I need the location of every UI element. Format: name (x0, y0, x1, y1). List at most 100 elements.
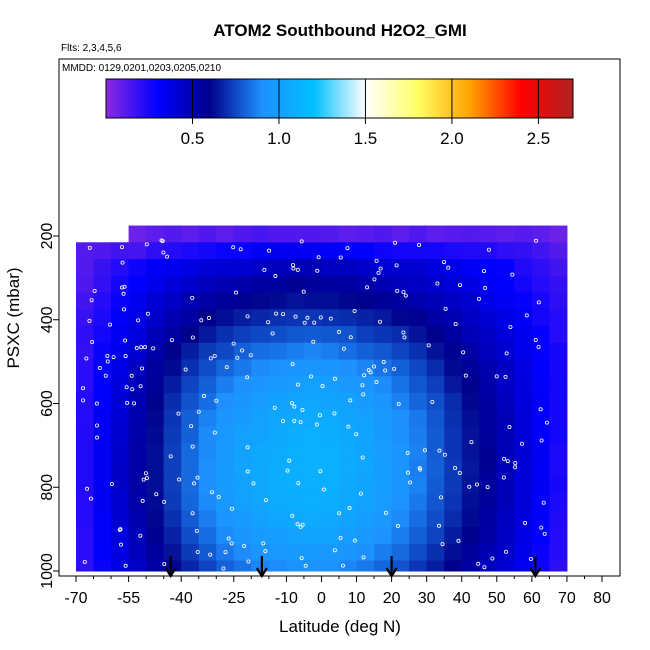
heatmap-cell (286, 476, 305, 495)
sample-dot (453, 466, 458, 471)
sample-dot (138, 384, 143, 389)
heatmap-cell (76, 275, 95, 294)
sample-dot (524, 313, 529, 318)
sample-dot (337, 511, 342, 516)
heatmap-cell (514, 259, 533, 277)
heatmap-cell (268, 259, 287, 277)
heatmap-cell (163, 426, 182, 444)
heatmap-cell (444, 510, 463, 528)
heatmap-cell (391, 359, 410, 377)
heatmap-cell (374, 510, 393, 528)
heatmap-cell (163, 309, 182, 327)
heatmap-cell (426, 242, 445, 260)
heatmap-cell (128, 242, 147, 260)
heatmap-cell (303, 460, 322, 478)
heatmap-cell (391, 242, 410, 260)
heatmap-cell (444, 543, 463, 562)
heatmap-cell (251, 476, 270, 495)
heatmap-cell (444, 476, 463, 495)
heatmap-cell (374, 342, 393, 361)
heatmap-cell (479, 560, 498, 572)
heatmap-cell (409, 426, 428, 444)
sample-dot (362, 373, 367, 378)
heatmap-cell (461, 476, 480, 495)
sample-dot (123, 563, 128, 568)
sample-dot (332, 411, 337, 416)
heatmap-cell (233, 493, 252, 511)
heatmap-cell (181, 443, 200, 461)
heatmap-cell (496, 225, 515, 243)
heatmap-cell (93, 493, 112, 511)
sample-dot (361, 392, 366, 397)
heatmap-cell (146, 426, 165, 444)
sample-dot (346, 424, 351, 429)
sample-dot (436, 523, 441, 528)
sample-dot (151, 346, 156, 351)
heatmap-cell (339, 292, 358, 310)
sample-dot (317, 413, 322, 418)
heatmap-cell (303, 543, 322, 562)
heatmap-cell (111, 560, 130, 572)
heatmap-cell (321, 510, 340, 528)
heatmap-cell (391, 326, 410, 344)
heatmap-cell (409, 493, 428, 511)
heatmap-cell (339, 493, 358, 511)
heatmap-cell (93, 309, 112, 327)
heatmap-cell (549, 527, 568, 545)
heatmap-cell (216, 543, 235, 562)
heatmap-cell (426, 527, 445, 545)
heatmap-cell (321, 342, 340, 361)
x-tick-label: -40 (170, 590, 193, 607)
heatmap-cell (321, 460, 340, 478)
heatmap-cell (409, 359, 428, 377)
sample-dot (199, 318, 204, 323)
sample-dot (190, 511, 195, 516)
heatmap-cell (163, 359, 182, 377)
heatmap-cell (426, 326, 445, 344)
sample-dot (88, 496, 93, 501)
heatmap-cell (286, 259, 305, 277)
heatmap-cell (163, 275, 182, 294)
heatmap-cell (146, 443, 165, 461)
heatmap-cell (479, 527, 498, 545)
x-tick-label: 20 (383, 590, 401, 607)
heatmap-cell (128, 560, 147, 572)
heatmap-cell (514, 225, 533, 243)
heatmap-cell (356, 342, 375, 361)
sample-dot (395, 524, 400, 529)
sample-dot (298, 420, 303, 425)
sample-dot (245, 445, 250, 450)
heatmap-cell (251, 259, 270, 277)
sample-dot (242, 543, 247, 548)
heatmap-cell (146, 326, 165, 344)
heatmap-cell (339, 309, 358, 327)
heatmap-cell (321, 309, 340, 327)
sample-dot (231, 341, 236, 346)
heatmap-cell (339, 426, 358, 444)
sample-dot (467, 484, 472, 489)
sample-dot (103, 373, 108, 378)
heatmap-cell (268, 309, 287, 327)
sample-dot (140, 498, 145, 503)
sample-dot (238, 247, 243, 252)
y-tick-label: 200 (39, 223, 56, 250)
heatmap-cell (146, 225, 165, 243)
sample-dot (229, 541, 234, 546)
heatmap-cell (111, 376, 130, 394)
sample-dot (305, 315, 310, 320)
sample-dot (341, 346, 346, 351)
heatmap-cell (76, 510, 95, 528)
x-tick-label: -10 (275, 590, 298, 607)
heatmap-cell (216, 376, 235, 394)
sample-dot (408, 480, 413, 485)
heatmap-cell (251, 543, 270, 562)
colorbar-ticks: 0.5 1.0 1.5 2.0 2.5 (181, 79, 550, 148)
heatmap-cell (409, 275, 428, 294)
sample-dot (292, 418, 297, 423)
heatmap-cell (356, 393, 375, 411)
heatmap-cell (496, 259, 515, 277)
sample-dot (437, 448, 442, 453)
sample-dot (316, 255, 321, 260)
heatmap-cell (514, 359, 533, 377)
sample-dot (266, 320, 271, 325)
